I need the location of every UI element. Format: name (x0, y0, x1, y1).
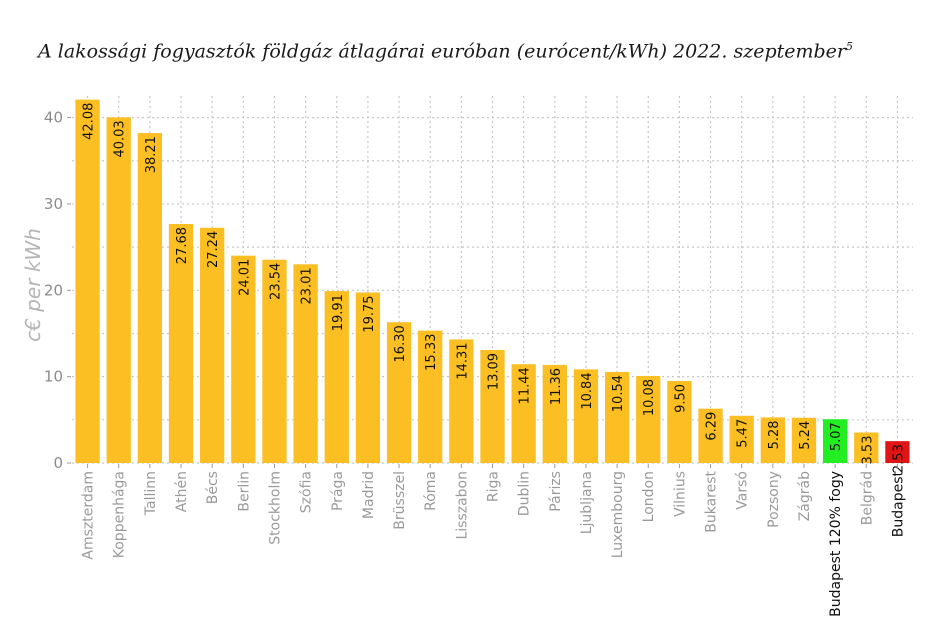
y-tick-label: 30 (44, 195, 63, 213)
bar (480, 349, 505, 463)
bar-value-label: 10.08 (642, 379, 657, 416)
chart-title: A lakossági fogyasztók földgáz átlagárai… (38, 40, 938, 62)
y-tick-label: 10 (44, 368, 63, 386)
x-tick-label: Pozsony (766, 471, 782, 528)
bar (168, 223, 194, 463)
bar (698, 408, 723, 463)
x-tick-label: Athén (174, 471, 190, 512)
bar (542, 364, 567, 463)
bar (604, 371, 630, 463)
bar (75, 99, 100, 463)
chart-title-text: A lakossági fogyasztók földgáz átlagárai… (38, 40, 847, 63)
bar-value-label: 38.21 (144, 136, 159, 173)
bar (854, 432, 879, 463)
x-tick-label: Luxembourg (610, 471, 626, 558)
x-tick-label: Riga (486, 471, 502, 502)
bar (137, 133, 163, 463)
bars: 42.08 40.03 38.21 27.68 27.24 24.01 23.54 23.01… (75, 99, 910, 473)
bar (355, 292, 381, 463)
x-tick-label: Róma (423, 471, 439, 511)
y-axis-label: c€ per kWh (21, 228, 45, 342)
bar (760, 417, 785, 463)
y-tick-label: 40 (44, 109, 63, 127)
x-tick-label: Bécs (205, 471, 221, 504)
x-tick-label: Prága (330, 471, 346, 511)
bar (293, 264, 318, 463)
bar-value-label: 5.47 (736, 419, 751, 448)
bar (262, 259, 287, 463)
x-tick-label: Bukarest (704, 470, 720, 532)
y-tick-label: 20 (44, 281, 63, 299)
bar-value-label: 42.08 (82, 103, 97, 140)
bar-value-label: 23.54 (268, 263, 283, 300)
x-tick-label: Szófia (299, 471, 315, 513)
bar-value-label: 10.84 (580, 372, 595, 409)
bar (511, 364, 536, 463)
bar (573, 369, 599, 463)
bar (418, 330, 443, 463)
bar (324, 291, 349, 463)
bar-value-label: 23.01 (300, 267, 315, 304)
bar (106, 117, 131, 464)
x-tick-label: Belgrád (859, 471, 875, 525)
bar-value-label: 5.28 (767, 420, 782, 449)
bar-value-label: 14.31 (455, 342, 470, 379)
bar-value-label: 10.54 (611, 375, 626, 412)
x-tick-label: Brüsszel (392, 471, 408, 530)
x-tick-label: Lisszabon (454, 471, 470, 540)
bar (667, 380, 692, 463)
bar-value-label: 13.09 (487, 353, 502, 390)
bar (231, 255, 256, 463)
x-tick-label: Ljubljana (579, 471, 595, 534)
bar (885, 441, 910, 463)
x-tick-label: Vilnius (672, 471, 688, 517)
bar-value-label: 16.30 (393, 325, 408, 362)
x-tick-label: London (641, 471, 657, 522)
bar-value-label: 11.36 (549, 368, 564, 405)
bar-value-label: 27.24 (206, 231, 221, 268)
bar (791, 417, 817, 463)
bar-value-label: 6.29 (705, 412, 720, 441)
bar-value-label: 27.68 (175, 227, 190, 264)
y-axis: 0 10 20 30 40 (44, 109, 71, 472)
x-tick-label: Budapest (890, 470, 906, 537)
x-tick-label: Dublin (517, 471, 533, 516)
bar-value-label: 9.50 (673, 384, 688, 413)
x-tick-label: Budapest 120% fogy (828, 471, 844, 617)
bar (386, 322, 412, 463)
y-tick-label: 0 (53, 454, 63, 472)
x-tick-label: Varsó (735, 471, 751, 510)
x-tick-label: Amszterdam (81, 471, 97, 560)
bar (822, 419, 848, 463)
bar-value-label: 5.24 (798, 421, 813, 450)
bar-value-label: 19.75 (362, 295, 377, 332)
bar-value-label: 19.91 (331, 294, 346, 331)
x-tick-label: Párizs (548, 471, 564, 512)
bar-value-label: 11.44 (518, 367, 533, 404)
bar-value-label: 15.33 (424, 334, 439, 371)
bar (729, 415, 754, 463)
bar-value-label: 40.03 (113, 120, 128, 157)
bar-value-label: 24.01 (237, 259, 252, 296)
chart-title-footnote: 5 (846, 40, 854, 53)
bar (200, 227, 225, 463)
bar-value-label: 5.07 (829, 422, 844, 451)
x-tick-label: Madrid (361, 471, 377, 519)
bar-value-label: 2.53 (891, 444, 906, 473)
bar (449, 339, 474, 463)
x-tick-label: Berlin (236, 471, 252, 512)
x-tick-label: Koppenhága (112, 471, 128, 558)
x-tick-label: Zágráb (797, 471, 813, 521)
x-tick-label: Tallinn (143, 471, 159, 516)
x-axis: Amszterdam Koppenhága Tallinn Athén Bécs Berl… (81, 464, 906, 617)
bar-value-label: 3.53 (860, 436, 875, 465)
bar (636, 375, 661, 463)
x-tick-label: Stockholm (267, 471, 283, 545)
